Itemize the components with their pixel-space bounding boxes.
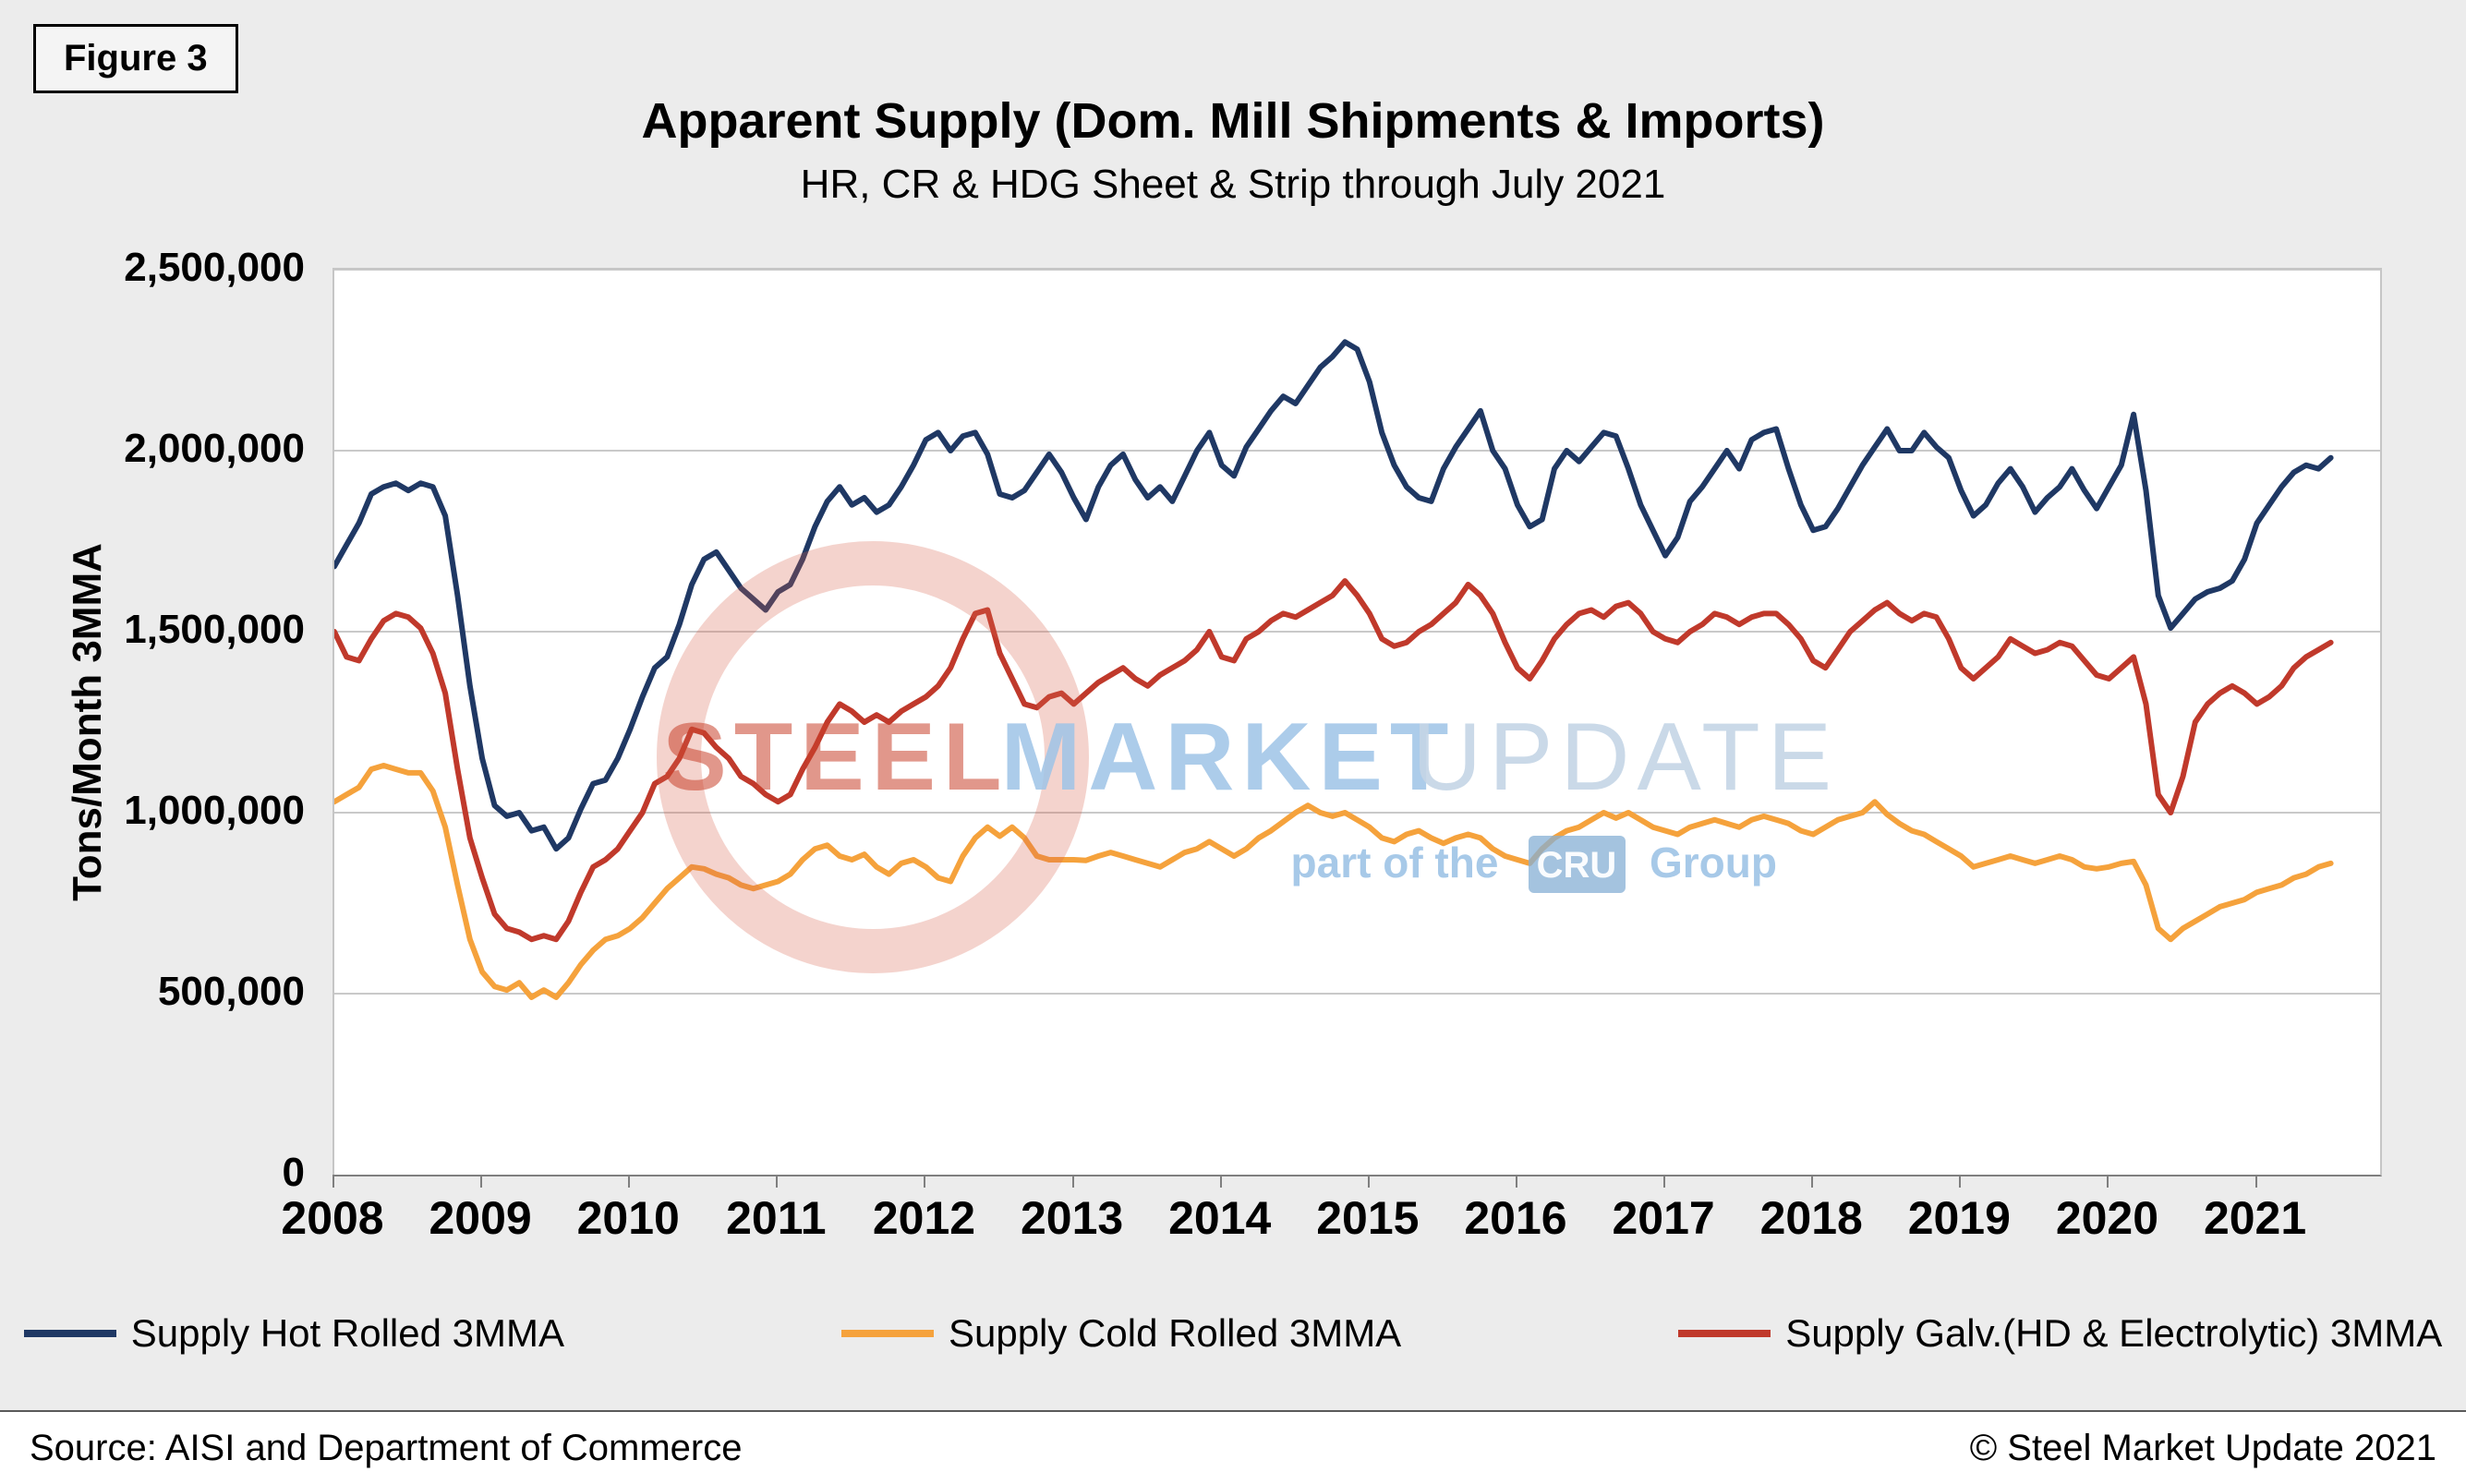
x-tick-label: 2009 (429, 1192, 532, 1244)
y-tick-label: 2,500,000 (124, 245, 305, 290)
x-tick-label: 2015 (1316, 1192, 1420, 1244)
figure-label: Figure 3 (33, 24, 238, 93)
legend-swatch-hot-rolled (23, 1330, 116, 1337)
y-tick-label: 1,000,000 (124, 788, 305, 833)
legend-swatch-galv (1678, 1330, 1771, 1337)
copyright-text: © Steel Market Update 2021 (1969, 1427, 2436, 1468)
x-axis-tick (1219, 1175, 1222, 1188)
legend-item-hot-rolled: Supply Hot Rolled 3MMA (23, 1311, 564, 1356)
x-tick-label: 2011 (726, 1192, 827, 1244)
legend-item-cold-rolled: Supply Cold Rolled 3MMA (840, 1311, 1402, 1356)
legend-label-hot-rolled: Supply Hot Rolled 3MMA (130, 1311, 564, 1355)
x-axis-tick (1367, 1175, 1370, 1188)
x-axis-tick (2254, 1175, 2257, 1188)
x-axis-tick (480, 1175, 483, 1188)
x-axis-tick (1515, 1175, 1517, 1188)
chart-title: Apparent Supply (Dom. Mill Shipments & I… (641, 93, 1825, 149)
x-tick-label: 2018 (1759, 1192, 1863, 1244)
x-axis-tick (1663, 1175, 1666, 1188)
x-axis-tick (1959, 1175, 1962, 1188)
legend: Supply Hot Rolled 3MMA Supply Cold Rolle… (0, 1311, 2466, 1356)
x-tick-label: 2016 (1464, 1192, 1567, 1244)
x-tick-label: 2014 (1168, 1192, 1272, 1244)
x-axis-tick (776, 1175, 779, 1188)
y-tick-label: 1,500,000 (124, 607, 305, 652)
series-line-supply-galv-hd-electrolytic-3mma (334, 578, 2334, 943)
x-tick-label: 2020 (2055, 1192, 2159, 1244)
y-tick-label: 500,000 (157, 969, 305, 1014)
x-tick-label: 2021 (2203, 1192, 2307, 1244)
y-axis-title: Tons/Month 3MMA (65, 543, 110, 901)
x-tick-label: 2010 (576, 1192, 680, 1244)
x-axis-tick (1071, 1175, 1074, 1188)
y-tick-label: 2,000,000 (124, 426, 305, 471)
legend-label-cold-rolled: Supply Cold Rolled 3MMA (948, 1311, 1402, 1355)
chart-subtitle: HR, CR & HDG Sheet & Strip through July … (800, 162, 1666, 207)
x-tick-label: 2013 (1020, 1192, 1124, 1244)
legend-item-galv: Supply Galv.(HD & Electrolytic) 3MMA (1678, 1311, 2442, 1356)
x-axis-tick (628, 1175, 631, 1188)
x-axis-tick (332, 1175, 334, 1188)
y-tick-label: 0 (282, 1150, 305, 1195)
x-tick-label: 2012 (872, 1192, 976, 1244)
footer: Source: AISI and Department of Commerce … (0, 1410, 2466, 1484)
source-text: Source: AISI and Department of Commerce (30, 1427, 743, 1468)
legend-label-galv: Supply Galv.(HD & Electrolytic) 3MMA (1785, 1311, 2443, 1355)
x-tick-label: 2017 (1612, 1192, 1715, 1244)
series-line-supply-cold-rolled-3mma (334, 763, 2334, 1000)
plot-area (332, 268, 2382, 1176)
legend-swatch-cold-rolled (840, 1330, 934, 1337)
chart-lines-svg (334, 270, 2380, 1000)
x-tick-label: 2008 (281, 1192, 384, 1244)
x-axis-tick (2107, 1175, 2109, 1188)
x-axis-tick (1811, 1175, 1814, 1188)
x-axis-tick (924, 1175, 926, 1188)
series-line-supply-hot-rolled-3mma (334, 339, 2334, 852)
x-tick-label: 2019 (1907, 1192, 2011, 1244)
